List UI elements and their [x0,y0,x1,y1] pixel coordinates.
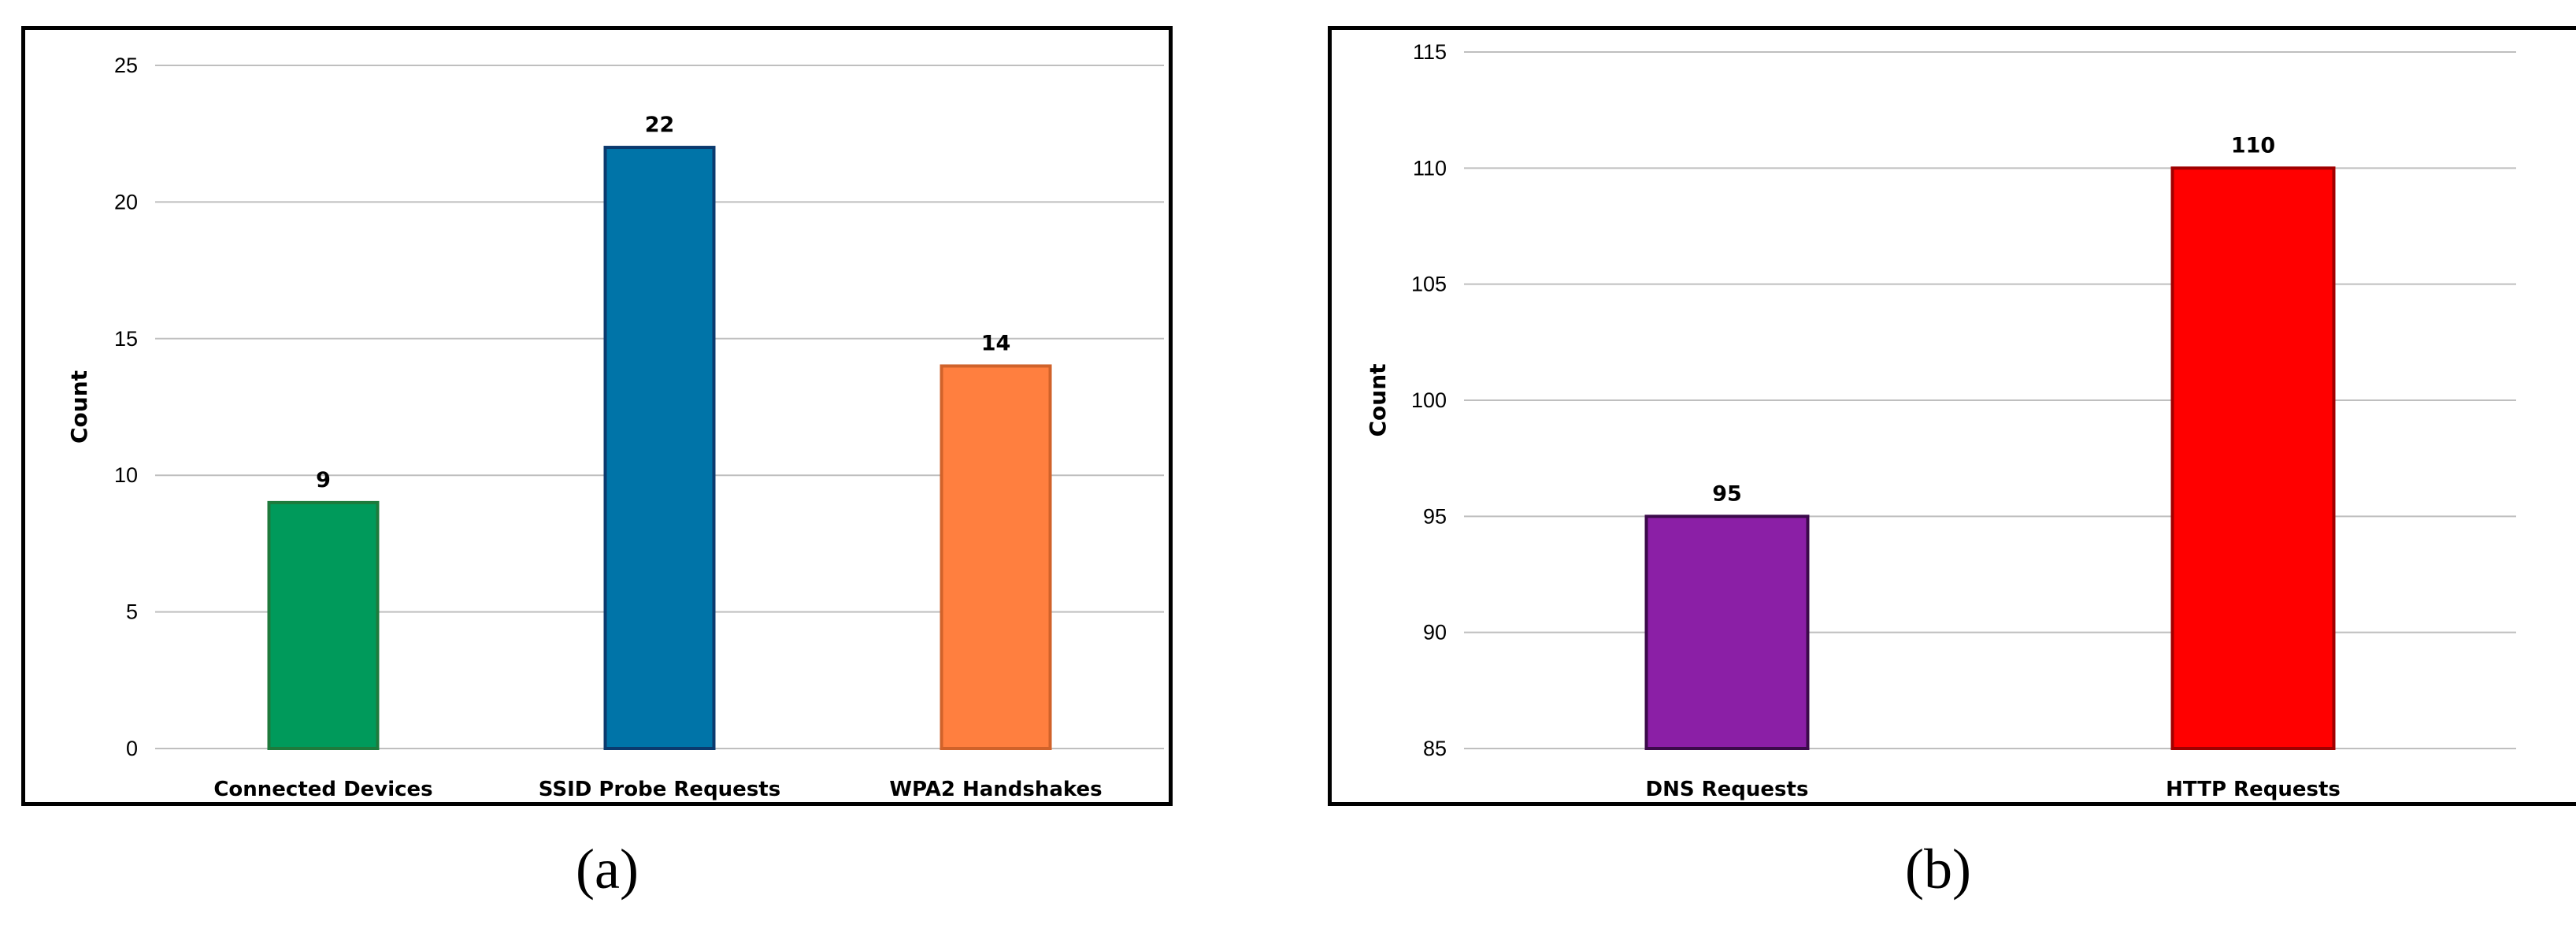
y-tick-label-1-4: 105 [1411,273,1447,296]
bar-1-0 [1644,515,1810,750]
y-axis-label-0: Count [66,370,92,444]
chart-panel-a: 0 5 10 15 20 25 Count 9 Connected Devices 22 SSID … [21,26,1173,806]
y-tick-label-0-4: 20 [114,190,138,214]
data-label-0-0: 9 [316,468,331,492]
y-tick-label-0-1: 5 [126,600,138,624]
bar-0-0 [267,500,380,750]
y-tick-label-1-3: 100 [1411,388,1447,412]
x-tick-label-1-1: HTTP Requests [2166,778,2341,801]
y-tick-label-0-5: 25 [114,54,138,77]
chart-panel-b: 85 90 95 100 105 110 115 Count 95 DNS Requests 110… [1328,26,2576,806]
y-tick-label-0-2: 10 [114,463,138,487]
bar-1-1 [2170,166,2336,751]
y-axis-label-1: Count [1365,363,1391,436]
x-tick-label-0-1: SSID Probe Requests [539,778,780,801]
y-tick-label-1-5: 110 [1413,156,1447,180]
y-tick-label-0-0: 0 [126,737,138,760]
y-tick-label-1-6: 115 [1413,40,1447,64]
y-tick-label-1-2: 95 [1423,504,1447,528]
bar-chart-a: 0 5 10 15 20 25 Count 9 Connected Devices 22 SSID … [66,54,1164,801]
data-label-1-0: 95 [1712,481,1742,506]
data-label-0-1: 22 [645,113,675,137]
y-tick-label-1-1: 90 [1423,621,1447,645]
caption-a: (a) [576,838,639,901]
caption-b: (b) [1905,838,1971,901]
data-label-1-1: 110 [2231,133,2275,158]
y-tick-label-0-3: 15 [114,327,138,351]
bar-0-2 [940,364,1052,750]
x-tick-label-0-2: WPA2 Handshakes [889,778,1102,801]
bar-0-1 [603,146,716,751]
x-tick-label-1-0: DNS Requests [1646,778,1809,801]
bar-chart-b: 85 90 95 100 105 110 115 Count 95 DNS Requests 110… [1365,40,2516,801]
x-tick-label-0-0: Connected Devices [213,778,432,801]
y-tick-label-1-0: 85 [1423,737,1447,760]
data-label-0-2: 14 [981,331,1011,355]
